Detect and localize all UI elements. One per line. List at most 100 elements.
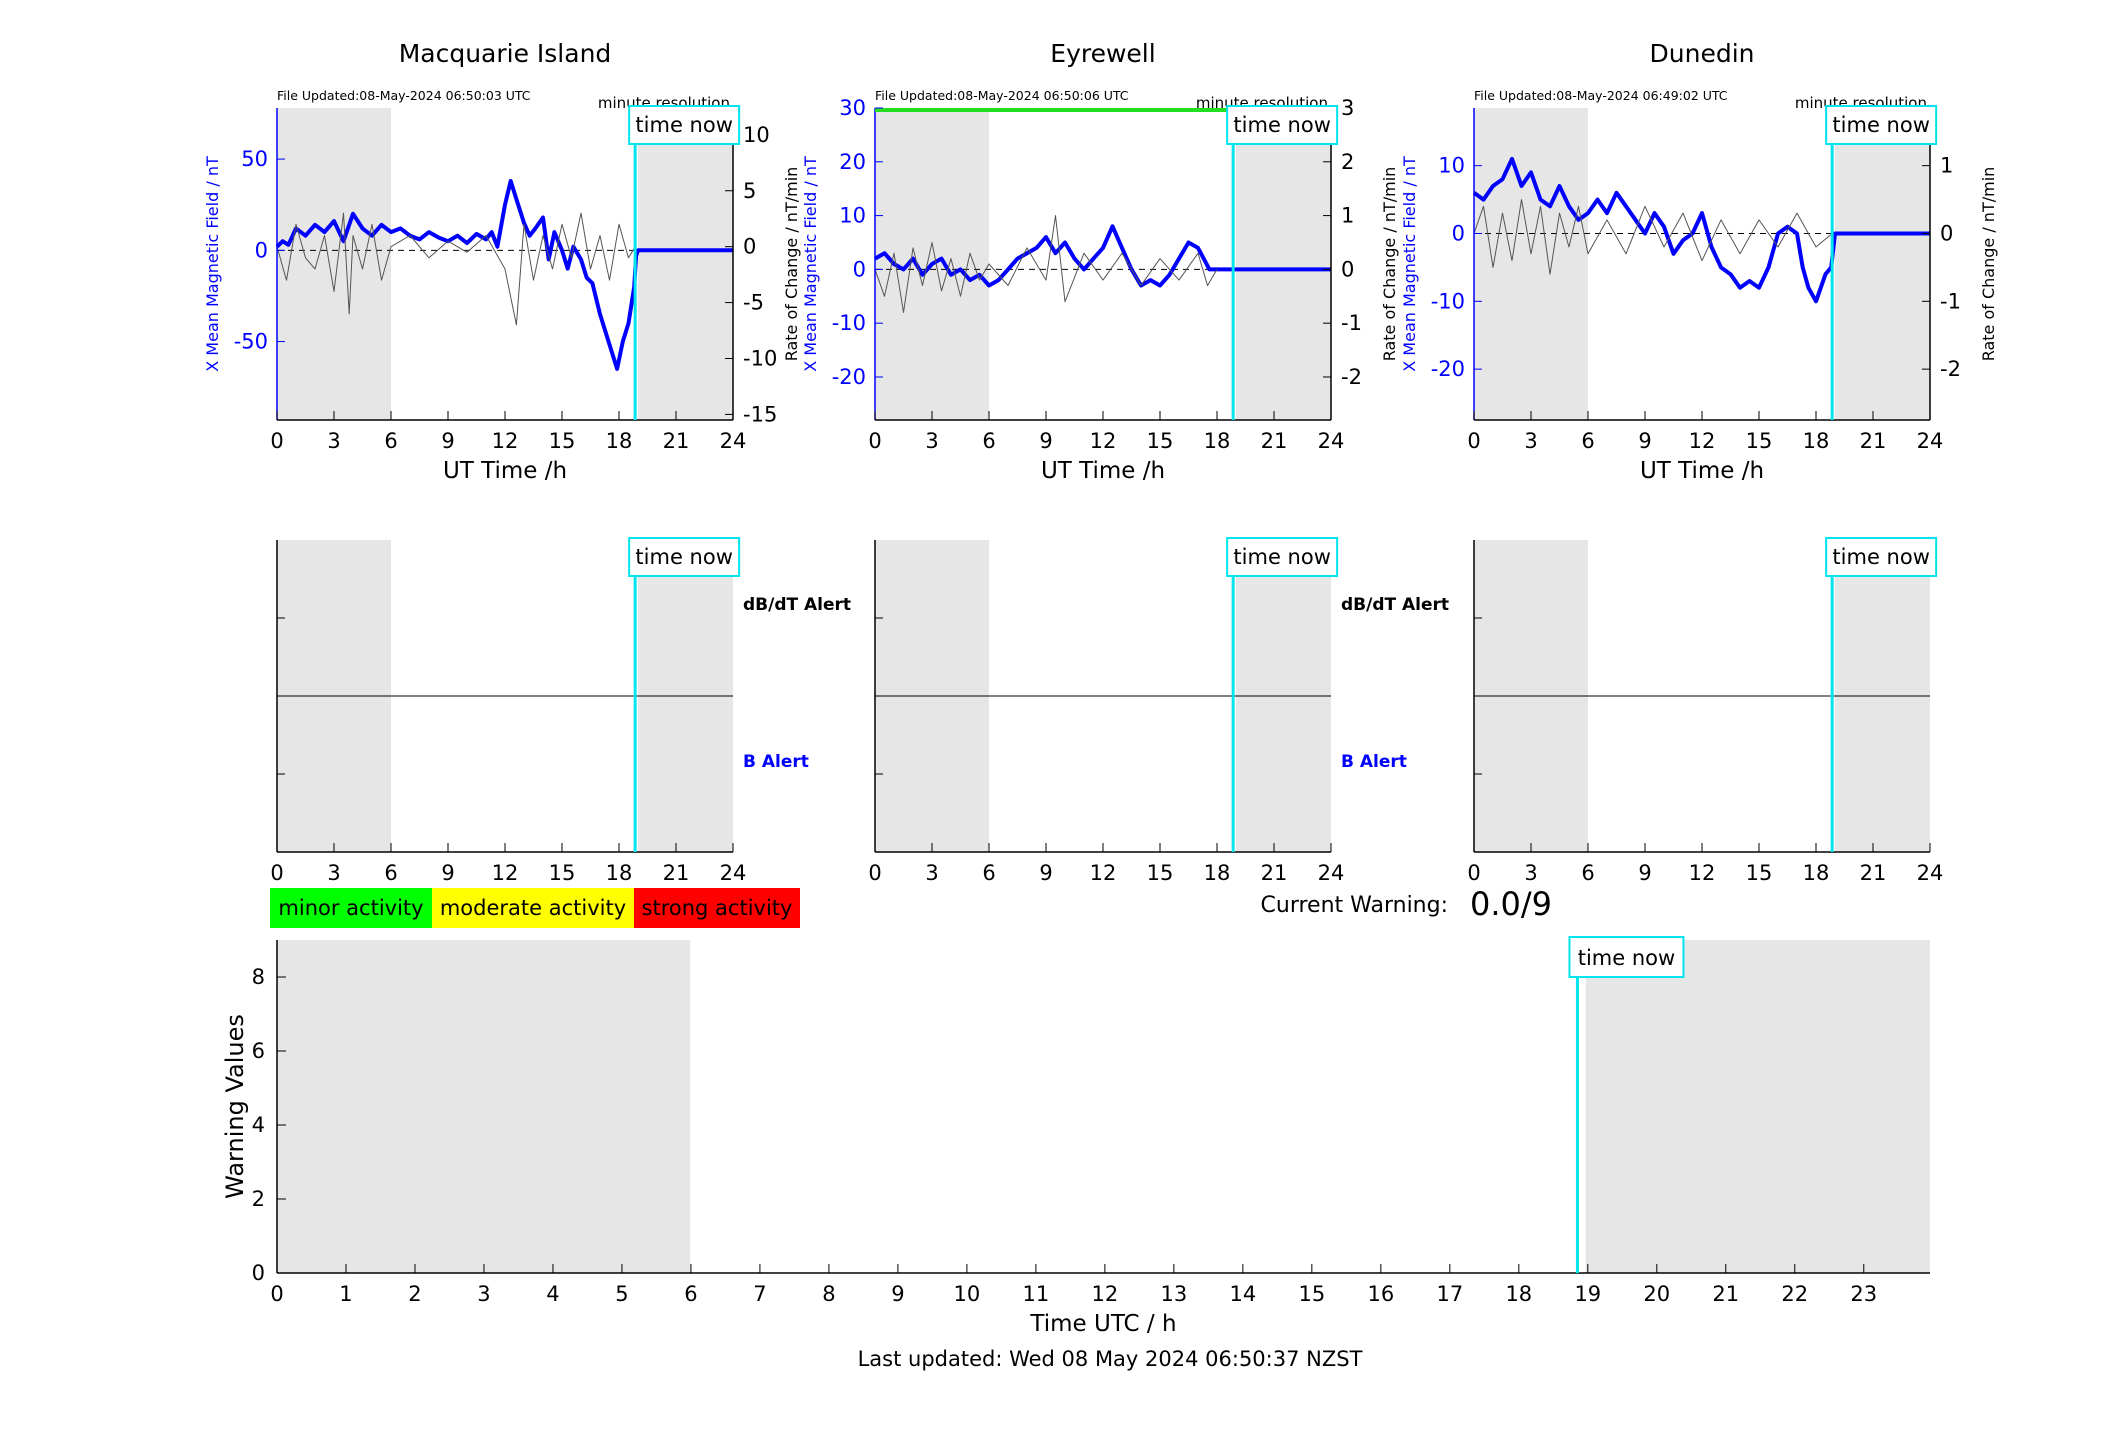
warning-x-tick-label-11: 11	[1023, 1282, 1050, 1306]
station-1-y-left-tick-label--50: -50	[234, 330, 268, 354]
alert-2-x-tick-label-18: 18	[1204, 861, 1231, 885]
station-3-file-updated: File Updated:08-May-2024 06:49:02 UTC	[1474, 88, 1728, 103]
warning-y-tick-label-8: 8	[252, 965, 265, 989]
station-2-y-axis-label-right: Rate of Change / nT/min	[1380, 167, 1399, 362]
station-2-x-axis-label: UT Time /h	[1041, 458, 1165, 484]
last-updated: Last updated: Wed 08 May 2024 06:50:37 N…	[858, 1347, 1363, 1371]
alert-3-x-tick-label-0: 0	[1467, 861, 1480, 885]
warning-y-tick-label-0: 0	[252, 1261, 265, 1285]
warning-x-tick-label-4: 4	[546, 1282, 559, 1306]
warning-x-tick-label-7: 7	[753, 1282, 766, 1306]
warning-time-now-label: time now	[1578, 946, 1675, 970]
alert-1-time-now-box	[628, 537, 741, 577]
warning-y-tick-label-2: 2	[252, 1187, 265, 1211]
station-3-y-axis-label-right: Rate of Change / nT/min	[1979, 167, 1998, 362]
station-1-title: Macquarie Island	[399, 39, 612, 68]
alert-3-x-tick-label-15: 15	[1746, 861, 1773, 885]
station-3-series-rate-of-change	[1473, 199, 1833, 275]
station-3-x-tick-label-12: 12	[1689, 429, 1716, 453]
station-1-y-right-tick-label--5: -5	[743, 291, 764, 315]
station-2-x-tick-label-6: 6	[982, 429, 995, 453]
warning-x-tick-label-5: 5	[615, 1282, 628, 1306]
station-2-y-right-tick-label-2: 2	[1341, 150, 1354, 174]
station-1-y-axis-label-right: Rate of Change / nT/min	[782, 167, 801, 362]
station-2-file-updated: File Updated:08-May-2024 06:50:06 UTC	[875, 88, 1129, 103]
alert-1-x-tick-label-15: 15	[549, 861, 576, 885]
station-2-y-right-tick-label-3: 3	[1341, 96, 1354, 120]
station-1-y-right-tick-label--10: -10	[743, 346, 777, 370]
station-2-x-tick-label-12: 12	[1090, 429, 1117, 453]
station-2-x-tick-label-0: 0	[868, 429, 881, 453]
alert-2-x-tick-label-3: 3	[925, 861, 938, 885]
station-1-x-tick-label-6: 6	[384, 429, 397, 453]
warning-x-tick-label-22: 22	[1781, 1282, 1808, 1306]
station-1-y-right-tick-label-10: 10	[743, 123, 770, 147]
warning-x-tick-label-8: 8	[822, 1282, 835, 1306]
alert-1-x-tick-label-6: 6	[384, 861, 397, 885]
warning-x-tick-label-16: 16	[1367, 1282, 1394, 1306]
alert-2-x-tick-label-15: 15	[1147, 861, 1174, 885]
station-2-y-left-tick-label--10: -10	[832, 311, 866, 335]
station-3-x-tick-label-3: 3	[1524, 429, 1537, 453]
station-3-y-left-tick-label--20: -20	[1431, 357, 1465, 381]
alert-2-b-alert-label: B Alert	[1341, 752, 1407, 772]
station-2-y-left-tick-label-0: 0	[853, 257, 866, 281]
station-3-night-shade-1	[1835, 108, 1930, 420]
alert-1-x-tick-label-24: 24	[720, 861, 747, 885]
station-2-x-tick-label-24: 24	[1318, 429, 1345, 453]
station-3-night-shade-0	[1474, 108, 1588, 420]
station-2-x-tick-label-21: 21	[1261, 429, 1288, 453]
alert-3-time-now-label: time now	[1832, 545, 1929, 569]
warning-x-tick-label-19: 19	[1574, 1282, 1601, 1306]
warning-x-tick-label-21: 21	[1712, 1282, 1739, 1306]
station-2-series-mean-field	[874, 224, 1331, 288]
station-2-time-now-label: time now	[1233, 113, 1330, 137]
station-3-x-axis-label: UT Time /h	[1640, 458, 1764, 484]
station-2-y-right-tick-label-1: 1	[1341, 204, 1354, 228]
station-1-x-axis-label: UT Time /h	[443, 458, 567, 484]
warning-x-axis-label: Time UTC / h	[1029, 1311, 1176, 1337]
warning-time-now-box	[1568, 936, 1685, 978]
alert-2-time-now-box	[1226, 537, 1339, 577]
alert-3-x-tick-label-18: 18	[1803, 861, 1830, 885]
warning-x-tick-label-3: 3	[477, 1282, 490, 1306]
station-2-y-left-tick-label-20: 20	[839, 150, 866, 174]
station-2-y-left-tick-label--20: -20	[832, 365, 866, 389]
station-2-y-left-tick-label-30: 30	[839, 96, 866, 120]
station-3-y-right-tick-label--1: -1	[1940, 289, 1961, 313]
alert-3-x-tick-label-3: 3	[1524, 861, 1537, 885]
legend-swatch-0	[270, 888, 432, 928]
station-3-time-now-label: time now	[1832, 113, 1929, 137]
station-plots: Macquarie Island File Updated:08-May-2024…	[203, 39, 1998, 484]
station-3-y-left-tick-label-10: 10	[1438, 154, 1465, 178]
station-1-series-rate-of-change	[276, 212, 636, 326]
legend-swatch-2	[634, 888, 800, 928]
station-1-time-now-label: time now	[635, 113, 732, 137]
station-3-y-right-tick-label-0: 0	[1940, 221, 1953, 245]
warning-x-tick-label-20: 20	[1643, 1282, 1670, 1306]
alert-2-chart: 0 3 6 9 12 15 18 21 24 dB/dT Alert B Alert time now	[868, 537, 1449, 885]
alert-2-x-tick-label-6: 6	[982, 861, 995, 885]
station-1-x-tick-label-15: 15	[549, 429, 576, 453]
warning-x-tick-label-14: 14	[1229, 1282, 1256, 1306]
legend-swatch-1	[432, 888, 634, 928]
station-3-time-now-box	[1825, 105, 1938, 145]
warning-x-tick-label-10: 10	[954, 1282, 981, 1306]
station-2-x-tick-label-15: 15	[1147, 429, 1174, 453]
station-1-x-tick-label-3: 3	[327, 429, 340, 453]
station-1-time-now-box	[628, 105, 741, 145]
station-1-x-tick-label-21: 21	[663, 429, 690, 453]
alert-2-x-tick-label-9: 9	[1039, 861, 1052, 885]
station-3-x-tick-label-24: 24	[1917, 429, 1944, 453]
alert-3-x-tick-label-9: 9	[1638, 861, 1651, 885]
warning-y-tick-label-6: 6	[252, 1039, 265, 1063]
station-3-x-tick-label-18: 18	[1803, 429, 1830, 453]
alert-3-x-tick-label-6: 6	[1581, 861, 1594, 885]
station-1-night-shade-1	[638, 108, 733, 420]
station-2-x-tick-label-3: 3	[925, 429, 938, 453]
station-2-title: Eyrewell	[1050, 39, 1155, 68]
alert-3-time-now-box	[1825, 537, 1938, 577]
station-3-x-tick-label-6: 6	[1581, 429, 1594, 453]
station-1-chart: Macquarie Island File Updated:08-May-2024…	[203, 39, 801, 484]
station-3-x-tick-label-21: 21	[1860, 429, 1887, 453]
